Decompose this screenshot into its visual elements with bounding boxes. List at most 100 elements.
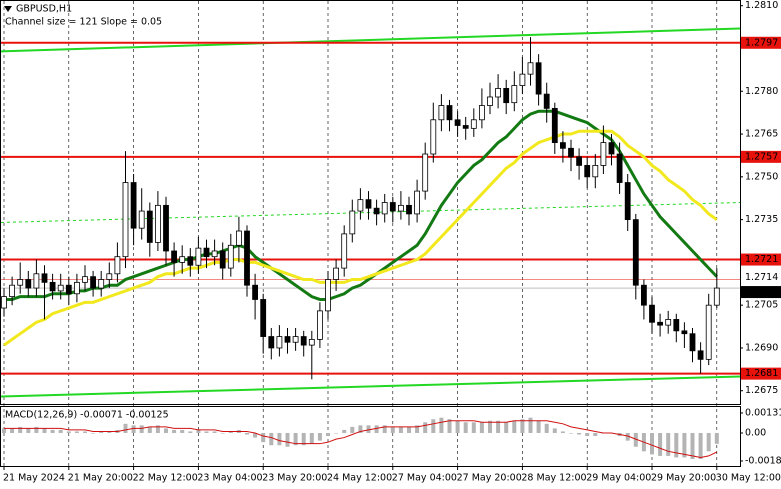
- macd-bar: [228, 431, 233, 433]
- candle-body: [74, 281, 80, 295]
- macd-bar: [552, 428, 557, 433]
- macd-bar: [172, 429, 177, 433]
- candle-body: [430, 119, 437, 155]
- macd-bar: [188, 431, 193, 433]
- macd-bar: [269, 432, 274, 446]
- x-tick-label: 21 May 20:00: [68, 473, 133, 484]
- macd-bar: [520, 419, 525, 433]
- macd-title: MACD(12,26,9) -0.00071 -0.00125: [5, 410, 169, 421]
- macd-bar: [131, 425, 136, 433]
- candle-body: [381, 202, 388, 215]
- candle-body: [535, 62, 542, 95]
- macd-bar: [358, 425, 363, 433]
- y-tick-label: 1.2765: [745, 129, 778, 140]
- candle-body: [244, 230, 250, 286]
- macd-bar: [698, 432, 703, 459]
- x-tick-label: 21 May 2024: [3, 473, 65, 484]
- candle-body: [106, 273, 113, 280]
- macd-bar: [42, 428, 47, 433]
- channel-label: Channel size = 121 Slope = 0.05: [5, 17, 162, 28]
- macd-bar: [317, 432, 322, 441]
- level-label-box: [741, 367, 781, 380]
- candle-body: [422, 153, 429, 192]
- candle-body: [584, 165, 591, 178]
- candle-body: [284, 336, 291, 343]
- macd-bar: [147, 426, 152, 433]
- candle-body: [171, 250, 178, 263]
- candle-body: [616, 153, 623, 183]
- macd-bar: [625, 432, 630, 441]
- macd-bar: [366, 425, 371, 433]
- y-tick-label: 1.2750: [745, 171, 778, 182]
- macd-bar: [285, 432, 290, 447]
- candle-body: [179, 256, 186, 263]
- candle-body: [1, 296, 7, 309]
- macd-bar: [180, 429, 185, 433]
- moving-average: [3, 129, 718, 347]
- candle-body: [649, 304, 655, 323]
- macd-bar: [496, 420, 501, 433]
- candle-body: [389, 202, 396, 212]
- macd-bar: [658, 432, 663, 456]
- price-label: 1.2714: [745, 272, 778, 283]
- candle-body: [697, 350, 704, 360]
- candle-body: [211, 250, 218, 258]
- candle-body: [624, 182, 631, 221]
- macd-bar: [560, 431, 565, 433]
- candle-body: [333, 267, 340, 280]
- macd-bar: [674, 432, 679, 458]
- macd-bar: [196, 429, 201, 433]
- candle-body: [551, 107, 558, 144]
- candle-body: [397, 204, 404, 212]
- candle-body: [373, 207, 380, 215]
- macd-bar: [471, 422, 476, 433]
- candle-body: [665, 319, 672, 326]
- candle-body: [689, 333, 696, 352]
- candle-body: [33, 273, 40, 289]
- x-tick-label: 24 May 12:00: [327, 473, 392, 484]
- candle-body: [600, 142, 607, 166]
- candle-body: [527, 62, 534, 75]
- macd-bar: [212, 431, 217, 433]
- candle-body: [568, 147, 574, 158]
- macd-bar: [334, 432, 339, 434]
- macd-bar: [204, 431, 209, 433]
- macd-bar: [593, 432, 598, 437]
- macd-bar: [690, 432, 695, 459]
- x-tick-label: 30 May 12:00: [716, 473, 781, 484]
- macd-bar: [18, 426, 23, 433]
- macd-bar: [407, 426, 411, 433]
- macd-bar: [26, 428, 31, 433]
- candle-body: [446, 105, 453, 121]
- price-label: 1.2711: [745, 287, 778, 298]
- candle-body: [146, 210, 153, 243]
- candle-body: [203, 247, 210, 258]
- price-label-box: [741, 271, 781, 284]
- y-tick-label: -0.00183: [745, 455, 781, 466]
- x-tick-label: 27 May 04:00: [392, 473, 457, 484]
- macd-bar: [139, 425, 144, 433]
- candle-body: [454, 119, 461, 126]
- level-label-box: [741, 253, 781, 266]
- macd-bar: [309, 432, 314, 444]
- candle-body: [195, 247, 202, 266]
- macd-bar: [50, 429, 55, 433]
- macd-bar: [504, 422, 509, 433]
- candle-body: [681, 330, 688, 335]
- candle-body: [576, 156, 582, 166]
- candle-body: [519, 73, 526, 86]
- macd-bar: [83, 431, 87, 433]
- candle-body: [65, 284, 72, 295]
- y-tick-label: 1.2780: [745, 86, 778, 97]
- macd-bar: [439, 417, 444, 433]
- candle-body: [308, 339, 315, 346]
- y-tick-label: 1.2675: [745, 385, 778, 396]
- macd-bar: [585, 432, 590, 437]
- candle-body: [632, 219, 639, 286]
- candle-body: [41, 273, 48, 283]
- macd-bar: [415, 425, 420, 433]
- level-label-box: [741, 150, 781, 163]
- y-tick-label: 1.2735: [745, 214, 778, 225]
